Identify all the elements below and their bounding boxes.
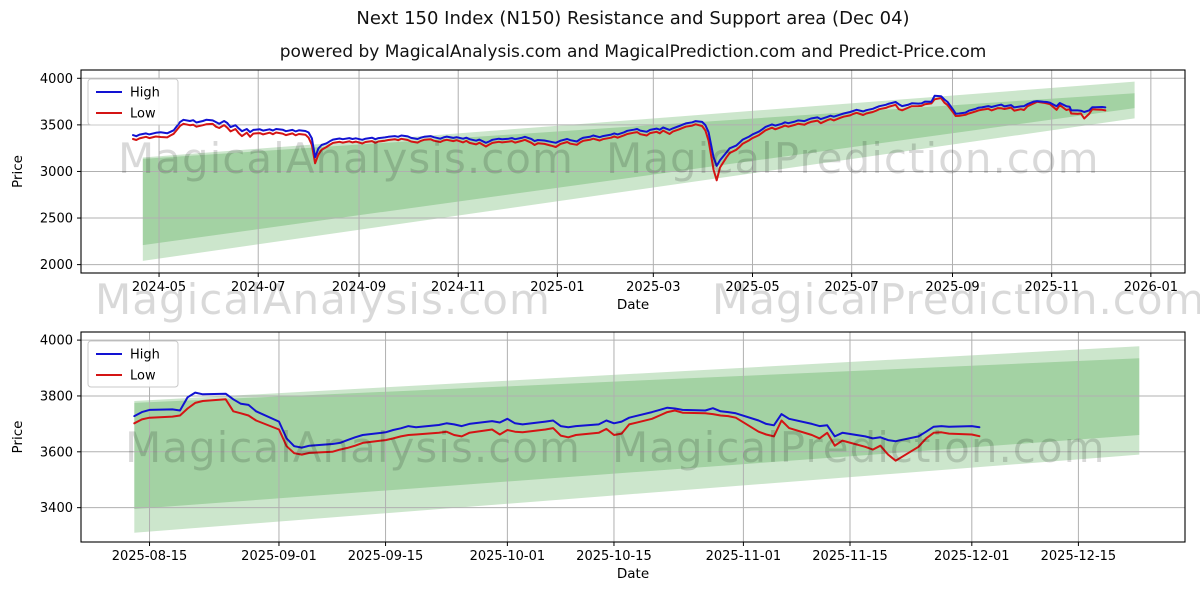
date-axis-tick-label: 2025-01 — [530, 280, 584, 295]
date-axis-tick-label: 2025-11-15 — [812, 549, 888, 564]
watermark-text: MagicalAnalysis.com — [125, 423, 581, 472]
y-axis-label: Price — [10, 421, 26, 454]
date-axis-tick-label: 2025-12-01 — [934, 549, 1010, 564]
legend: High Low — [87, 340, 179, 388]
y-axis-label: Price — [10, 155, 26, 188]
date-axis-tick-label: 2024-11 — [431, 280, 485, 295]
date-axis-tick-label: 2025-11-01 — [706, 549, 782, 564]
date-axis-tick-label: 2025-11 — [1025, 280, 1079, 295]
date-axis-tick-label: 2025-10-15 — [576, 549, 652, 564]
legend-label-high: High — [130, 86, 160, 101]
date-axis-tick-label: 2024-09 — [332, 280, 386, 295]
watermark-text: MagicalAnalysis.com — [118, 134, 574, 183]
low-line — [133, 398, 981, 462]
price-axis-tick-label: 2500 — [40, 212, 73, 227]
support-resistance-band — [142, 93, 1135, 261]
watermark-text: MagicalPrediction.com — [712, 275, 1200, 324]
date-axis-tick-label: 2024-05 — [132, 280, 186, 295]
support-resistance-band — [142, 81, 1135, 246]
price-axis-tick-label: 2000 — [40, 258, 73, 273]
price-axis-tick-label: 3000 — [40, 165, 73, 180]
bottom-chart: 3400 3600 3800 4000 2025-08-15 2025-09-01 2025… — [10, 331, 1186, 582]
x-axis-label: Date — [617, 566, 649, 582]
date-axis-tick-label: 2025-07 — [825, 280, 879, 295]
date-axis-tick-label: 2025-03 — [626, 280, 680, 295]
date-axis-tick-label: 2025-10-01 — [470, 549, 546, 564]
low-line — [132, 97, 1107, 182]
watermark-layer: MagicalAnalysis.com MagicalPrediction.com… — [95, 134, 1200, 472]
date-axis-tick-label: 2025-09 — [925, 280, 979, 295]
chart-subtitle: powered by MagicalAnalysis.com and Magic… — [279, 42, 987, 62]
x-axis-label: Date — [617, 297, 649, 313]
price-axis-tick-label: 4000 — [40, 334, 73, 349]
plot-border — [80, 331, 1186, 543]
legend-label-low: Low — [130, 369, 156, 384]
date-axis-tick-label: 2025-12-15 — [1041, 549, 1117, 564]
price-axis-tick-label: 3600 — [40, 445, 73, 460]
high-line — [132, 94, 1107, 167]
date-axis-tick-label: 2025-09-15 — [348, 549, 424, 564]
watermark-text: MagicalPrediction.com — [612, 423, 1106, 472]
legend-label-high: High — [130, 348, 160, 363]
date-axis-tick-label: 2024-07 — [231, 280, 285, 295]
legend: High Low — [87, 78, 179, 126]
watermark-text: MagicalPrediction.com — [606, 134, 1100, 183]
price-axis-tick-label: 3800 — [40, 389, 73, 404]
chart-title: Next 150 Index (N150) Resistance and Sup… — [356, 8, 910, 29]
date-axis-tick-label: 2025-05 — [725, 280, 779, 295]
legend-label-low: Low — [130, 107, 156, 122]
price-axis-tick-label: 4000 — [40, 72, 73, 87]
date-axis-tick-label: 2025-08-15 — [112, 549, 188, 564]
watermark-text: MagicalAnalysis.com — [95, 275, 551, 324]
price-axis-tick-label: 3500 — [40, 118, 73, 133]
date-axis-tick-label: 2026-01 — [1124, 280, 1178, 295]
date-axis-tick-label: 2025-09-01 — [241, 549, 317, 564]
high-line — [133, 391, 981, 449]
top-chart: 2000 2500 3000 3500 4000 2024-05 2024-07 2024-0… — [10, 69, 1186, 313]
price-axis-tick-label: 3400 — [40, 501, 73, 516]
